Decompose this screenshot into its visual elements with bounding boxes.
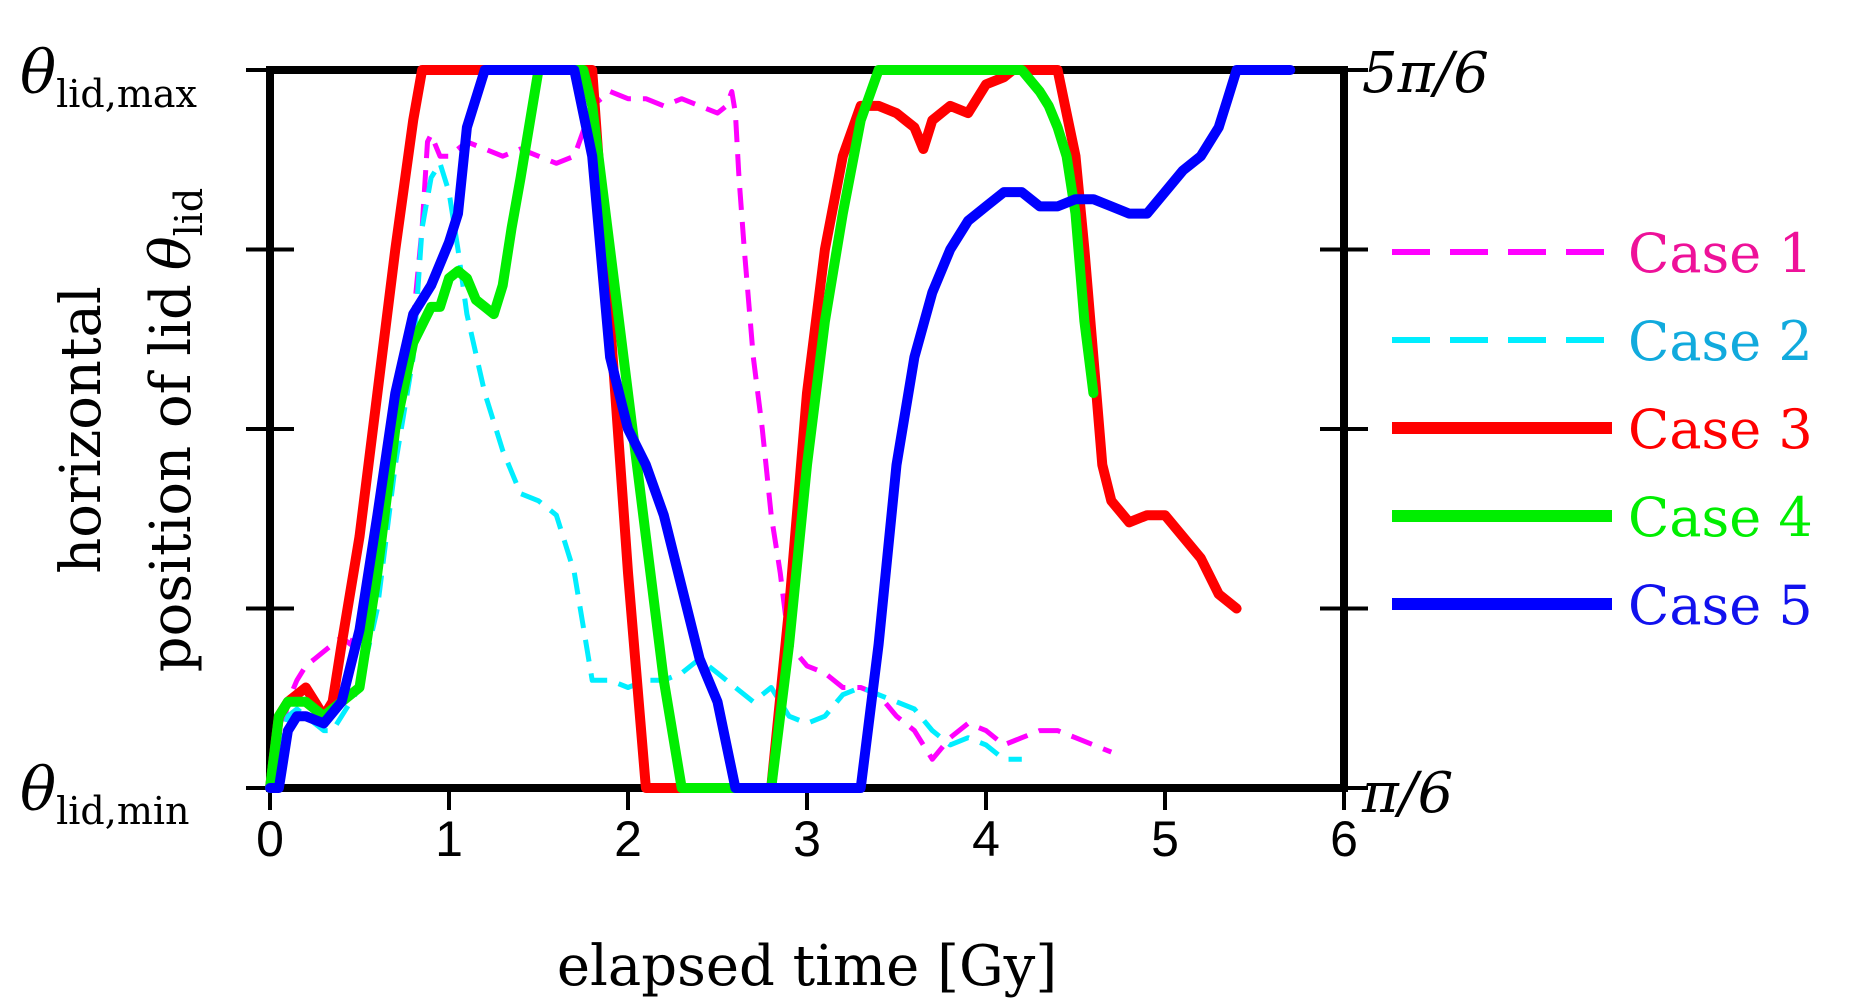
y-left-top-sub: lid,max (56, 72, 197, 116)
y-axis-title-line2: position of lid θlid (139, 188, 211, 672)
y-left-top-symbol: θ (20, 38, 56, 108)
legend: Case 1 Case 2 Case 3 Case 4 Case 5 (1392, 222, 1813, 637)
y-axis-title-line1: horizontal (49, 286, 114, 574)
series-line-5 (265, 65, 1296, 793)
y-axis-title: horizontal (49, 286, 114, 574)
legend-label-3: Case 3 (1628, 398, 1813, 461)
y-axis-title-sub: lid (167, 188, 211, 237)
y-axis-title-text: position of lid (139, 284, 204, 672)
x-tick-label-2: 2 (614, 811, 642, 867)
x-axis-title: elapsed time [Gy] (557, 934, 1057, 999)
x-tick-labels: 0 1 2 3 4 5 6 (256, 811, 1358, 867)
legend-label-5: Case 5 (1628, 574, 1813, 637)
y-left-bottom-label: θlid,min (20, 755, 190, 833)
x-tick-label-1: 1 (435, 811, 463, 867)
legend-label-2: Case 2 (1628, 310, 1813, 373)
series-group (265, 65, 1296, 793)
x-tick-label-4: 4 (972, 811, 1000, 867)
series-line-3 (265, 65, 1242, 793)
legend-label-4: Case 4 (1628, 486, 1813, 549)
x-tick-label-0: 0 (256, 811, 284, 867)
x-tick-label-3: 3 (793, 811, 821, 867)
x-tick-label-6: 6 (1330, 811, 1358, 867)
x-tick-label-5: 5 (1151, 811, 1179, 867)
y-axis-title-symbol: θ (139, 236, 204, 270)
y-left-bottom-sub: lid,min (56, 789, 189, 833)
y-left-top-label: θlid,max (20, 38, 197, 116)
y-left-bottom-symbol: θ (20, 755, 56, 825)
legend-label-1: Case 1 (1628, 222, 1813, 285)
y-axis-title-2: position of lid θlid (139, 188, 211, 672)
y-right-top-label: 5π/6 (1362, 41, 1489, 106)
series-line-4 (265, 65, 1099, 793)
y-right-bottom-label: π/6 (1361, 761, 1453, 826)
